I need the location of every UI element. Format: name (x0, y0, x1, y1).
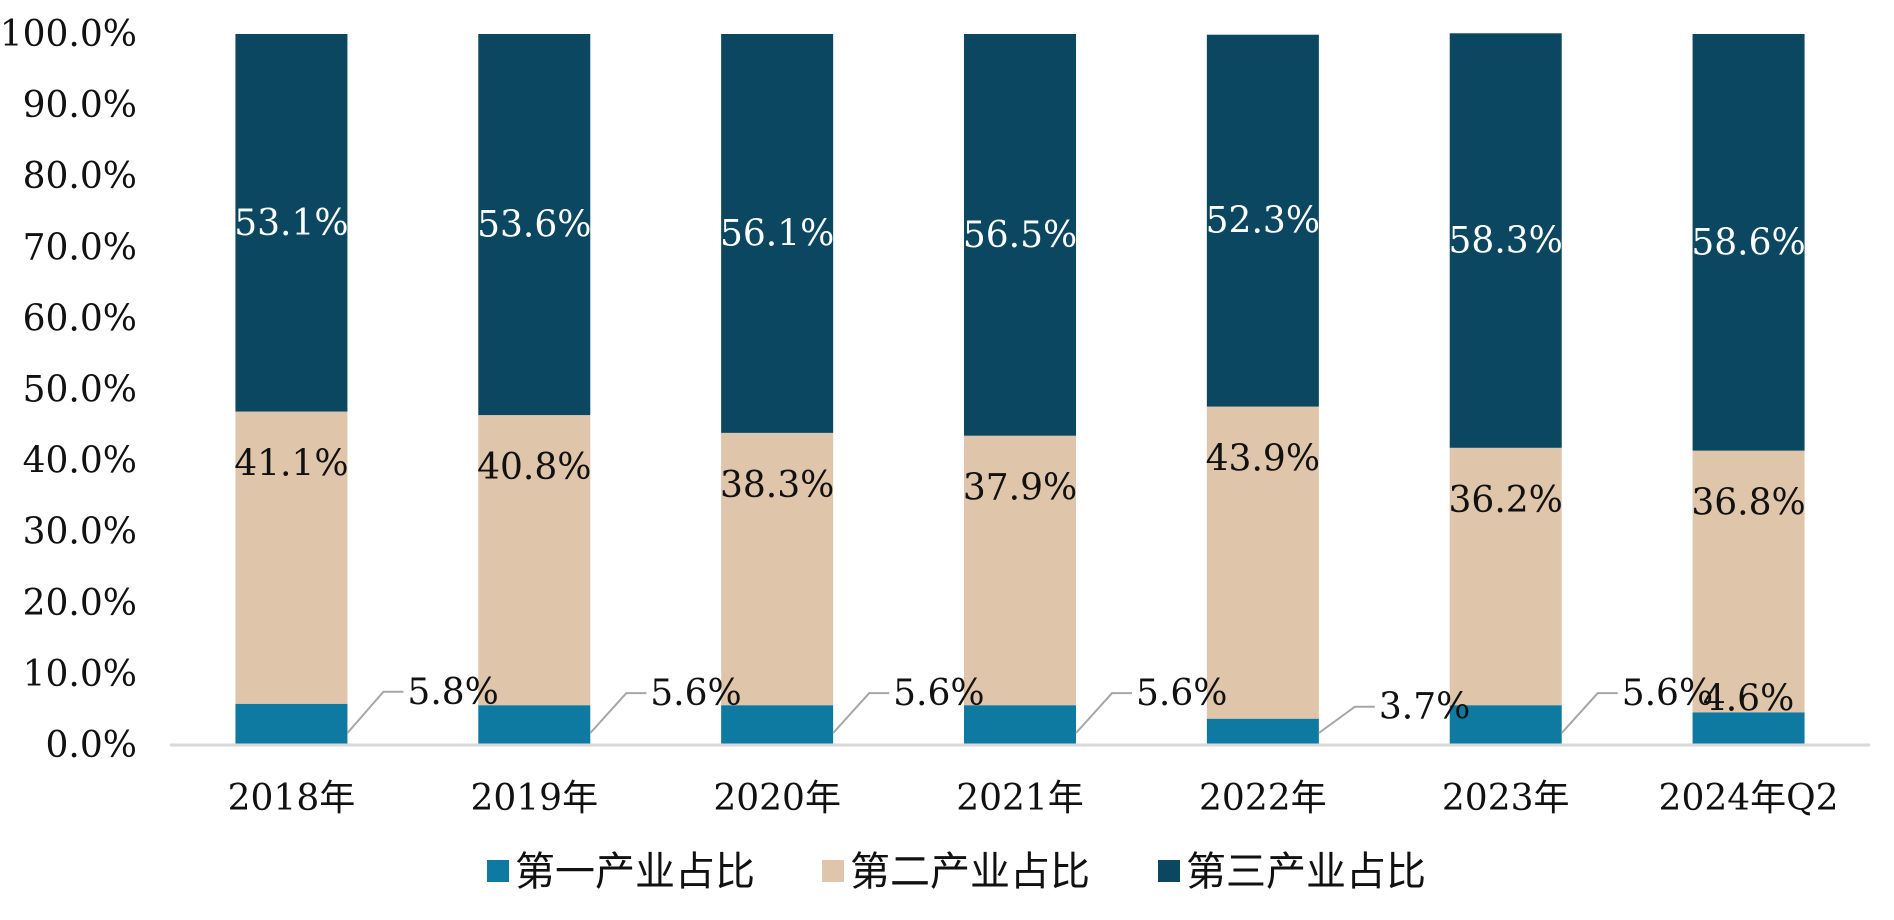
y-tick-label: 10.0% (23, 654, 137, 695)
data-label-secondary: 40.8% (477, 447, 591, 488)
data-label-tertiary: 56.5% (963, 215, 1077, 256)
data-label-primary: 5.8% (407, 672, 498, 713)
bar-segment (1206, 406, 1319, 719)
x-tick-label: 2018年 (228, 778, 356, 819)
data-label-primary: 3.7% (1379, 687, 1470, 728)
bar-segment (478, 705, 591, 745)
y-tick-label: 60.0% (23, 298, 137, 339)
leader-line (346, 690, 404, 734)
data-label-tertiary: 53.1% (234, 203, 348, 244)
data-label-primary: 5.6% (1622, 673, 1713, 714)
y-axis: 0.0% 10.0% 20.0% 30.0% 40.0% 50.0% 60.0% 70.0% 8… (0, 14, 137, 766)
bar-segment (721, 432, 834, 706)
y-tick-label: 100.0% (0, 14, 137, 55)
bars (235, 33, 1805, 745)
legend-label: 第二产业占比 (850, 849, 1090, 895)
data-label-tertiary: 53.6% (477, 205, 591, 246)
bar-segment (1449, 33, 1562, 448)
legend: 第一产业占比 第二产业占比 第三产业占比 (487, 849, 1426, 895)
x-tick-label: 2024年Q2 (1659, 778, 1839, 819)
bar-segment (964, 705, 1076, 745)
leader-line (1318, 705, 1375, 734)
data-label-primary: 5.6% (650, 673, 741, 714)
bar-segment (478, 415, 591, 706)
bar-segment (1449, 447, 1562, 706)
x-tick-label: 2023年 (1442, 778, 1570, 819)
y-tick-label: 40.0% (23, 441, 137, 482)
data-label-secondary: 37.9% (963, 468, 1077, 509)
data-label-secondary: 41.1% (234, 444, 348, 485)
data-label-primary: 5.6% (1136, 673, 1227, 714)
leader-line (1560, 692, 1618, 734)
bar-segment (1449, 705, 1562, 745)
y-tick-label: 70.0% (23, 227, 137, 268)
bar-segment (478, 34, 591, 416)
data-labels: 5.8% 41.1% 53.1% 5.6% 40.8% 53.6% 5.6% 38.3% 56.… (234, 201, 1806, 728)
y-tick-label: 80.0% (23, 156, 137, 197)
data-label-primary: 4.6% (1703, 678, 1794, 719)
legend-swatch (487, 860, 509, 882)
data-label-secondary: 36.8% (1691, 483, 1805, 524)
bar-segment (721, 34, 834, 433)
bar-segment (235, 703, 348, 745)
y-tick-label: 0.0% (46, 725, 137, 766)
bar-segment (721, 705, 834, 745)
data-label-secondary: 43.9% (1206, 439, 1320, 480)
data-label-tertiary: 52.3% (1206, 201, 1320, 242)
data-label-secondary: 36.2% (1449, 480, 1563, 521)
bar-segment (964, 435, 1076, 706)
legend-label: 第三产业占比 (1186, 849, 1426, 895)
data-label-tertiary: 58.6% (1691, 222, 1805, 263)
bar-segment (1206, 34, 1319, 407)
bar-segment (1692, 450, 1805, 713)
leader-line (1075, 692, 1132, 734)
bar-segment (1206, 718, 1319, 745)
data-label-primary: 5.6% (893, 673, 984, 714)
y-tick-label: 90.0% (23, 85, 137, 126)
leader-line (832, 692, 890, 734)
bar-segment (964, 34, 1076, 436)
bar-segment (235, 411, 348, 704)
legend-swatch (1158, 860, 1180, 882)
x-tick-label: 2021年 (956, 778, 1084, 819)
legend-swatch (822, 860, 844, 882)
x-tick-label: 2020年 (713, 778, 841, 819)
x-tick-label: 2019年 (470, 778, 598, 819)
data-label-tertiary: 56.1% (720, 213, 834, 254)
y-tick-label: 30.0% (23, 512, 137, 553)
x-tick-label: 2022年 (1199, 778, 1327, 819)
data-label-secondary: 38.3% (720, 465, 834, 506)
x-axis: 2018年 2019年 2020年 2021年 2022年 2023年 2024年Q2 (170, 743, 1870, 819)
leader-lines (346, 690, 1618, 734)
leader-line (589, 692, 647, 734)
bar-segment (1692, 712, 1805, 745)
y-tick-label: 20.0% (23, 583, 137, 624)
bar-segment (1692, 34, 1805, 451)
legend-label: 第一产业占比 (515, 849, 755, 895)
y-tick-label: 50.0% (23, 370, 137, 411)
data-label-tertiary: 58.3% (1449, 221, 1563, 262)
bar-segment (235, 34, 348, 412)
